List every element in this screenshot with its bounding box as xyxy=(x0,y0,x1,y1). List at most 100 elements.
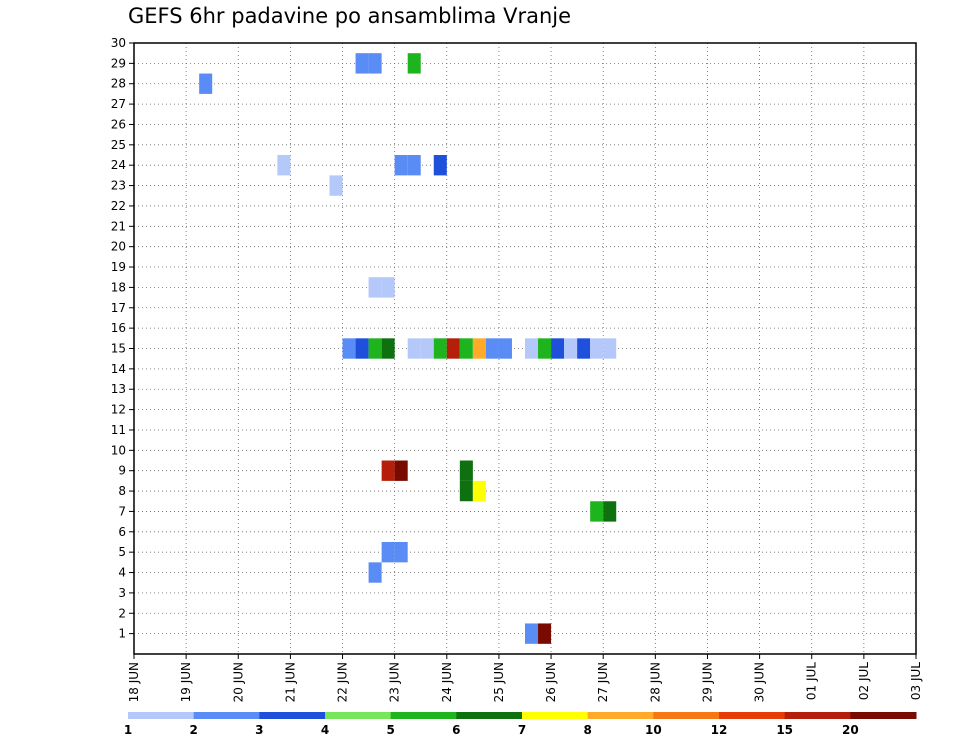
x-tick-label: 03 JUL xyxy=(909,662,923,700)
x-tick-label: 26 JUN xyxy=(544,662,558,702)
y-tick-label: 21 xyxy=(111,219,126,233)
x-tick-label: 20 JUN xyxy=(231,662,245,702)
colorbar: 1 2 3 4 5 6 7 8 10 12 15 20 xyxy=(124,712,917,737)
heatmap-cell xyxy=(407,53,421,74)
y-tick-label: 17 xyxy=(111,301,126,315)
heatmap-cell xyxy=(433,338,447,359)
heatmap-cell xyxy=(564,338,578,359)
heatmap-cell xyxy=(381,460,395,481)
colorbar-swatch xyxy=(128,712,195,719)
heatmap-cell xyxy=(407,155,421,176)
colorbar-swatch xyxy=(653,712,720,719)
heatmap-cell xyxy=(407,338,421,359)
y-tick-label: 12 xyxy=(111,403,126,417)
y-tick-label: 23 xyxy=(111,179,126,193)
colorbar-label: 4 xyxy=(321,723,329,737)
heatmap-cell xyxy=(381,338,395,359)
heatmap-cell xyxy=(199,73,213,94)
heatmap-cell xyxy=(472,480,486,502)
colorbar-swatch xyxy=(325,712,392,719)
y-tick-label: 13 xyxy=(111,382,126,396)
colorbar-swatch xyxy=(784,712,851,719)
x-tick-label: 18 JUN xyxy=(127,662,141,702)
y-tick-label: 19 xyxy=(111,260,126,274)
x-tick-label: 25 JUN xyxy=(492,662,506,702)
heatmap-cell xyxy=(551,338,565,359)
heatmap-cell xyxy=(525,623,539,644)
colorbar-label: 3 xyxy=(255,723,263,737)
heatmap-cell xyxy=(368,277,382,298)
colorbar-swatch xyxy=(390,712,457,719)
y-tick-label: 8 xyxy=(118,484,126,498)
y-tick-label: 18 xyxy=(111,280,126,294)
heatmap-cell xyxy=(394,541,408,563)
heatmap-cell xyxy=(420,338,434,359)
y-tick-label: 9 xyxy=(118,464,126,478)
heatmap-cell xyxy=(381,541,395,563)
y-tick-label: 11 xyxy=(111,423,126,437)
x-tick-label: 30 JUN xyxy=(753,662,767,702)
heatmap-cell xyxy=(355,53,369,74)
colorbar-label: 8 xyxy=(583,723,591,737)
heatmap-cell xyxy=(394,155,408,176)
colorbar-swatch xyxy=(522,712,589,719)
x-tick-label: 29 JUN xyxy=(700,662,714,702)
y-tick-label: 29 xyxy=(111,56,126,70)
colorbar-label: 2 xyxy=(189,723,197,737)
x-tick-label: 02 JUL xyxy=(857,662,871,700)
heatmap-cell xyxy=(342,338,356,359)
y-tick-label: 14 xyxy=(111,362,126,376)
y-tick-label: 20 xyxy=(111,240,126,254)
y-tick-label: 26 xyxy=(111,117,126,131)
y-tick-label: 27 xyxy=(111,97,126,111)
colorbar-label: 15 xyxy=(776,723,793,737)
x-tick-label: 27 JUN xyxy=(596,662,610,702)
x-tick-label: 23 JUN xyxy=(388,662,402,702)
heatmap-cell xyxy=(394,460,408,481)
y-tick-label: 2 xyxy=(118,606,126,620)
heatmap-cell xyxy=(459,338,473,359)
heatmap-cell xyxy=(329,175,343,196)
heatmap-cell xyxy=(577,338,591,359)
y-tick-label: 30 xyxy=(111,36,126,50)
y-tick-label: 16 xyxy=(111,321,126,335)
colorbar-label: 10 xyxy=(645,723,662,737)
colorbar-label: 6 xyxy=(452,723,460,737)
heatmap-cell xyxy=(459,480,473,502)
heatmap-cell xyxy=(446,338,460,359)
y-tick-label: 28 xyxy=(111,77,126,91)
heatmap-cell xyxy=(525,338,539,359)
colorbar-swatch xyxy=(587,712,654,719)
colorbar-swatch xyxy=(193,712,260,719)
heatmap-cell xyxy=(433,155,447,176)
colorbar-label: 7 xyxy=(518,723,526,737)
colorbar-swatch xyxy=(850,712,917,719)
chart-title: GEFS 6hr padavine po ansamblima Vranje xyxy=(128,4,572,28)
heatmap-cell xyxy=(368,338,382,359)
heatmap-cell xyxy=(603,501,617,522)
y-tick-label: 24 xyxy=(111,158,126,172)
colorbar-swatch xyxy=(456,712,523,719)
y-tick-label: 15 xyxy=(111,342,126,356)
y-tick-label: 6 xyxy=(118,525,126,539)
colorbar-label: 1 xyxy=(124,723,132,737)
x-axis: 18 JUN 19 JUN 20 JUN 21 JUN 22 JUN 23 JUN 24 J… xyxy=(127,654,923,702)
heatmap-cell xyxy=(459,460,473,481)
heatmap-cell xyxy=(498,338,512,359)
colorbar-swatch xyxy=(259,712,326,719)
cells-layer xyxy=(199,53,617,644)
heatmap-cell xyxy=(277,155,291,176)
heatmap-cell xyxy=(538,623,552,644)
y-tick-label: 25 xyxy=(111,138,126,152)
colorbar-swatch xyxy=(719,712,786,719)
heatmap-cell xyxy=(355,338,369,359)
y-tick-label: 5 xyxy=(118,545,126,559)
heatmap-cell xyxy=(590,501,604,522)
heatmap-cell xyxy=(590,338,604,359)
x-tick-label: 19 JUN xyxy=(179,662,193,702)
y-axis: 1234567891011121314151617181920212223242… xyxy=(111,36,134,641)
heatmap-cell xyxy=(603,338,617,359)
heatmap-cell xyxy=(368,562,382,583)
x-tick-label: 01 JUL xyxy=(805,662,819,700)
